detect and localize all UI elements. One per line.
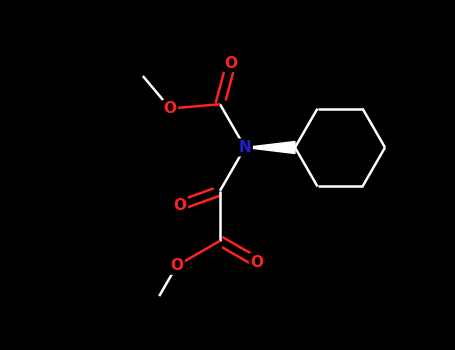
- Text: O: O: [250, 254, 263, 270]
- Polygon shape: [245, 141, 295, 154]
- Text: O: O: [173, 198, 187, 213]
- Text: O: O: [170, 258, 183, 273]
- Text: N: N: [238, 140, 251, 155]
- Text: O: O: [164, 101, 177, 116]
- Text: O: O: [224, 56, 238, 71]
